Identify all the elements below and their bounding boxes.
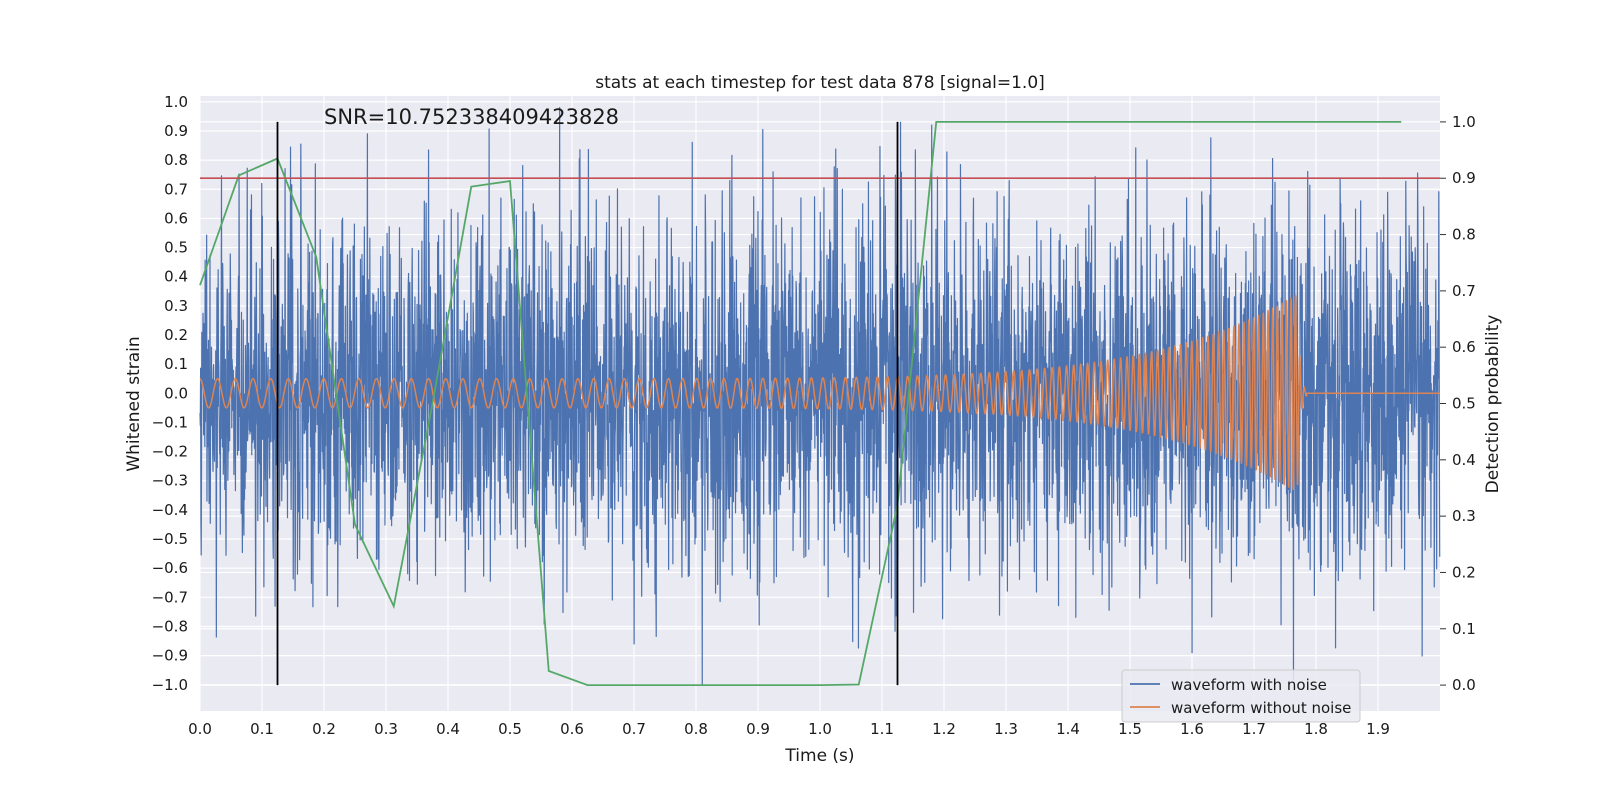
y2-tick-label: 0.2 — [1452, 563, 1476, 581]
y2-tick-label: 0.7 — [1452, 282, 1476, 300]
x-axis-label: Time (s) — [784, 746, 854, 766]
y-tick-label: 0.6 — [164, 209, 188, 227]
x-tick-label: 0.0 — [188, 720, 212, 738]
x-tick-label: 1.3 — [994, 720, 1018, 738]
x-tick-label: 0.7 — [622, 720, 646, 738]
y-tick-label: 1.0 — [164, 93, 188, 111]
y-tick-label: 0.0 — [164, 384, 188, 402]
legend-box — [1121, 669, 1361, 723]
y2-tick-label: 0.1 — [1452, 620, 1476, 638]
y2-tick-label: 0.0 — [1452, 676, 1476, 694]
legend: waveform with noise waveform without noi… — [1121, 669, 1361, 723]
y-tick-label: 0.7 — [164, 180, 188, 198]
x-tick-label: 0.4 — [436, 720, 460, 738]
series-waveform-without-noise — [199, 294, 1441, 491]
y-tick-label: 0.3 — [164, 297, 188, 315]
y2-tick-label: 0.9 — [1452, 169, 1476, 187]
x-tick-label: 1.0 — [808, 720, 832, 738]
y-tick-label: −0.9 — [152, 647, 188, 665]
x-tick-label: 0.1 — [250, 720, 274, 738]
x-tick-label: 1.2 — [932, 720, 956, 738]
y-tick-label: −1.0 — [152, 676, 188, 694]
y-tick-label: −0.1 — [152, 413, 188, 431]
x-tick-label: 0.6 — [560, 720, 584, 738]
tick-labels: 0.0 0.1 0.2 0.3 0.4 0.5 0.6 0.7 0.8 0.9 1.0 1.1 1.2 1… — [152, 93, 1476, 738]
x-tick-label: 1.8 — [1304, 720, 1328, 738]
y-tick-label: −0.5 — [152, 530, 188, 548]
y2-tick-label: 0.8 — [1452, 226, 1476, 244]
legend-label-clean: waveform without noise — [1171, 699, 1351, 717]
x-tick-label: 1.1 — [870, 720, 894, 738]
y-tick-label: −0.3 — [152, 472, 188, 490]
x-tick-label: 0.5 — [498, 720, 522, 738]
reference-lines — [200, 121, 1440, 686]
chart-title: stats at each timestep for test data 878… — [595, 73, 1045, 93]
y2-tick-label: 0.5 — [1452, 395, 1476, 413]
y2-tick-label: 1.0 — [1452, 113, 1476, 131]
y2-axis-label: Detection probability — [1483, 315, 1503, 494]
y-tick-label: 0.1 — [164, 355, 188, 373]
x-tick-label: 1.6 — [1180, 720, 1204, 738]
x-tick-label: 1.9 — [1366, 720, 1390, 738]
legend-label-noise: waveform with noise — [1171, 676, 1327, 694]
x-tick-label: 1.4 — [1056, 720, 1080, 738]
y-tick-label: −0.8 — [152, 617, 188, 635]
y2-tick-label: 0.4 — [1452, 451, 1476, 469]
series-clean-group — [199, 294, 1441, 491]
snr-annotation: SNR=10.752338409423828 — [324, 105, 619, 129]
y2-tick-label: 0.3 — [1452, 507, 1476, 525]
x-tick-label: 1.5 — [1118, 720, 1142, 738]
y-tick-label: −0.6 — [152, 559, 188, 577]
x-tick-label: 0.2 — [312, 720, 336, 738]
y-tick-label: 0.5 — [164, 239, 188, 257]
x-tick-label: 1.7 — [1242, 720, 1266, 738]
y-tick-label: 0.8 — [164, 151, 188, 169]
y-tick-label: −0.7 — [152, 588, 188, 606]
y-tick-label: 0.4 — [164, 268, 188, 286]
x-tick-label: 0.8 — [684, 720, 708, 738]
y-tick-label: 0.2 — [164, 326, 188, 344]
y-tick-label: −0.2 — [152, 443, 188, 461]
y-axis-label: Whitened strain — [124, 336, 144, 471]
y-tick-label: 0.9 — [164, 122, 188, 140]
x-tick-label: 0.9 — [746, 720, 770, 738]
series-detection-probability — [199, 121, 1402, 686]
y2-tick-label: 0.6 — [1452, 338, 1476, 356]
series-probability-group — [199, 121, 1402, 686]
y-tick-label: −0.4 — [152, 501, 188, 519]
x-tick-label: 0.3 — [374, 720, 398, 738]
